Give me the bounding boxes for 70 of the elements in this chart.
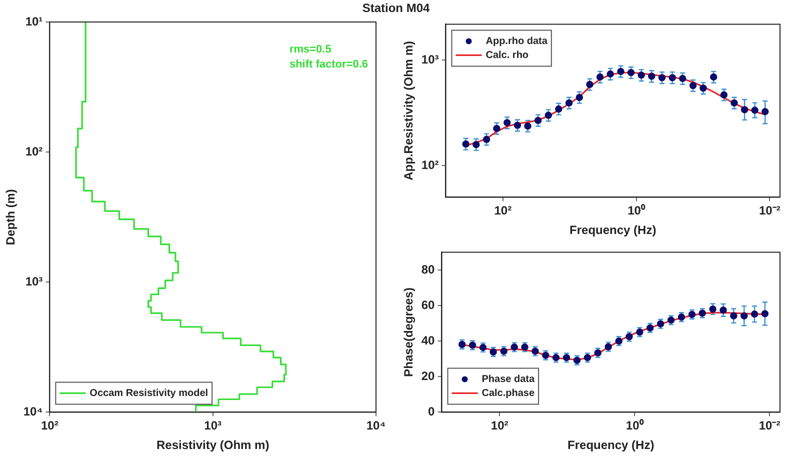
point [740,312,748,320]
y-tick-label: 10³ [25,274,43,288]
point [524,122,532,130]
point [710,73,718,81]
y-tick-label: 80 [421,262,436,276]
x-axis-title: Resistivity (Ohm m) [156,438,270,452]
point [700,84,707,92]
y-tick-label: 10² [25,144,43,158]
point [761,310,769,318]
point [740,106,748,114]
x-tick-label: 10⁻² [758,418,780,433]
legend-label: App.rho data [486,36,548,47]
chart-title: Station M04 [361,1,431,15]
point [606,70,614,78]
y-tick-label: 10³ [421,52,439,67]
x-tick-label: 10⁴ [366,418,386,433]
point [493,124,500,132]
point [730,312,738,320]
point [555,105,562,113]
point [544,112,552,119]
legend-label: Calc.phase [482,388,535,399]
x-tick-label: 10² [494,204,512,218]
point [565,99,573,107]
x-tick-label: 10³ [204,418,222,433]
point [762,108,769,116]
y-tick-label: 10⁴ [23,404,43,419]
point [534,116,542,124]
point [504,119,511,126]
point [648,72,656,80]
point [720,306,727,314]
legend-label: Calc. rho [486,50,529,61]
x-tick-label: 10⁻² [759,204,780,218]
legend-label: Phase data [482,374,535,385]
y-tick-label: 20 [421,368,436,383]
y-axis-title: Depth (m) [4,189,18,246]
legend-label: Occam Resistivity model [90,388,208,399]
point [679,74,686,82]
y-tick-label: 0 [428,404,436,419]
point [751,106,758,114]
point [462,140,470,148]
point [720,91,728,98]
x-axis-title: Frequency (Hz) [570,223,656,238]
x-tick-label: 10² [41,418,58,433]
y-axis-title: Phase(degrees) [402,288,416,377]
x-tick-label: 10⁰ [628,204,646,218]
x-axis-title: Frequency (Hz) [568,438,654,452]
point [514,122,522,129]
point [709,305,716,313]
point [658,74,666,82]
point [638,72,645,79]
y-tick-label: 60 [421,298,436,312]
point [750,310,758,318]
annotation: shift factor=0.6 [289,58,368,71]
point [730,99,738,107]
point [668,74,676,82]
point [689,82,697,90]
x-tick-label: 10⁰ [626,418,644,433]
point [617,68,624,76]
y-tick-label: 40 [421,333,436,348]
point [586,80,594,88]
point [472,141,480,148]
y-tick-label: 10¹ [25,14,43,28]
point [596,73,604,81]
y-axis-title: App.Resistivity (Ohm m) [402,41,416,180]
y-tick-label: 10² [421,158,439,172]
annotation: rms=0.5 [289,44,332,56]
point [482,136,490,144]
x-tick-label: 10² [490,418,508,433]
point [627,68,635,76]
point [576,94,584,102]
